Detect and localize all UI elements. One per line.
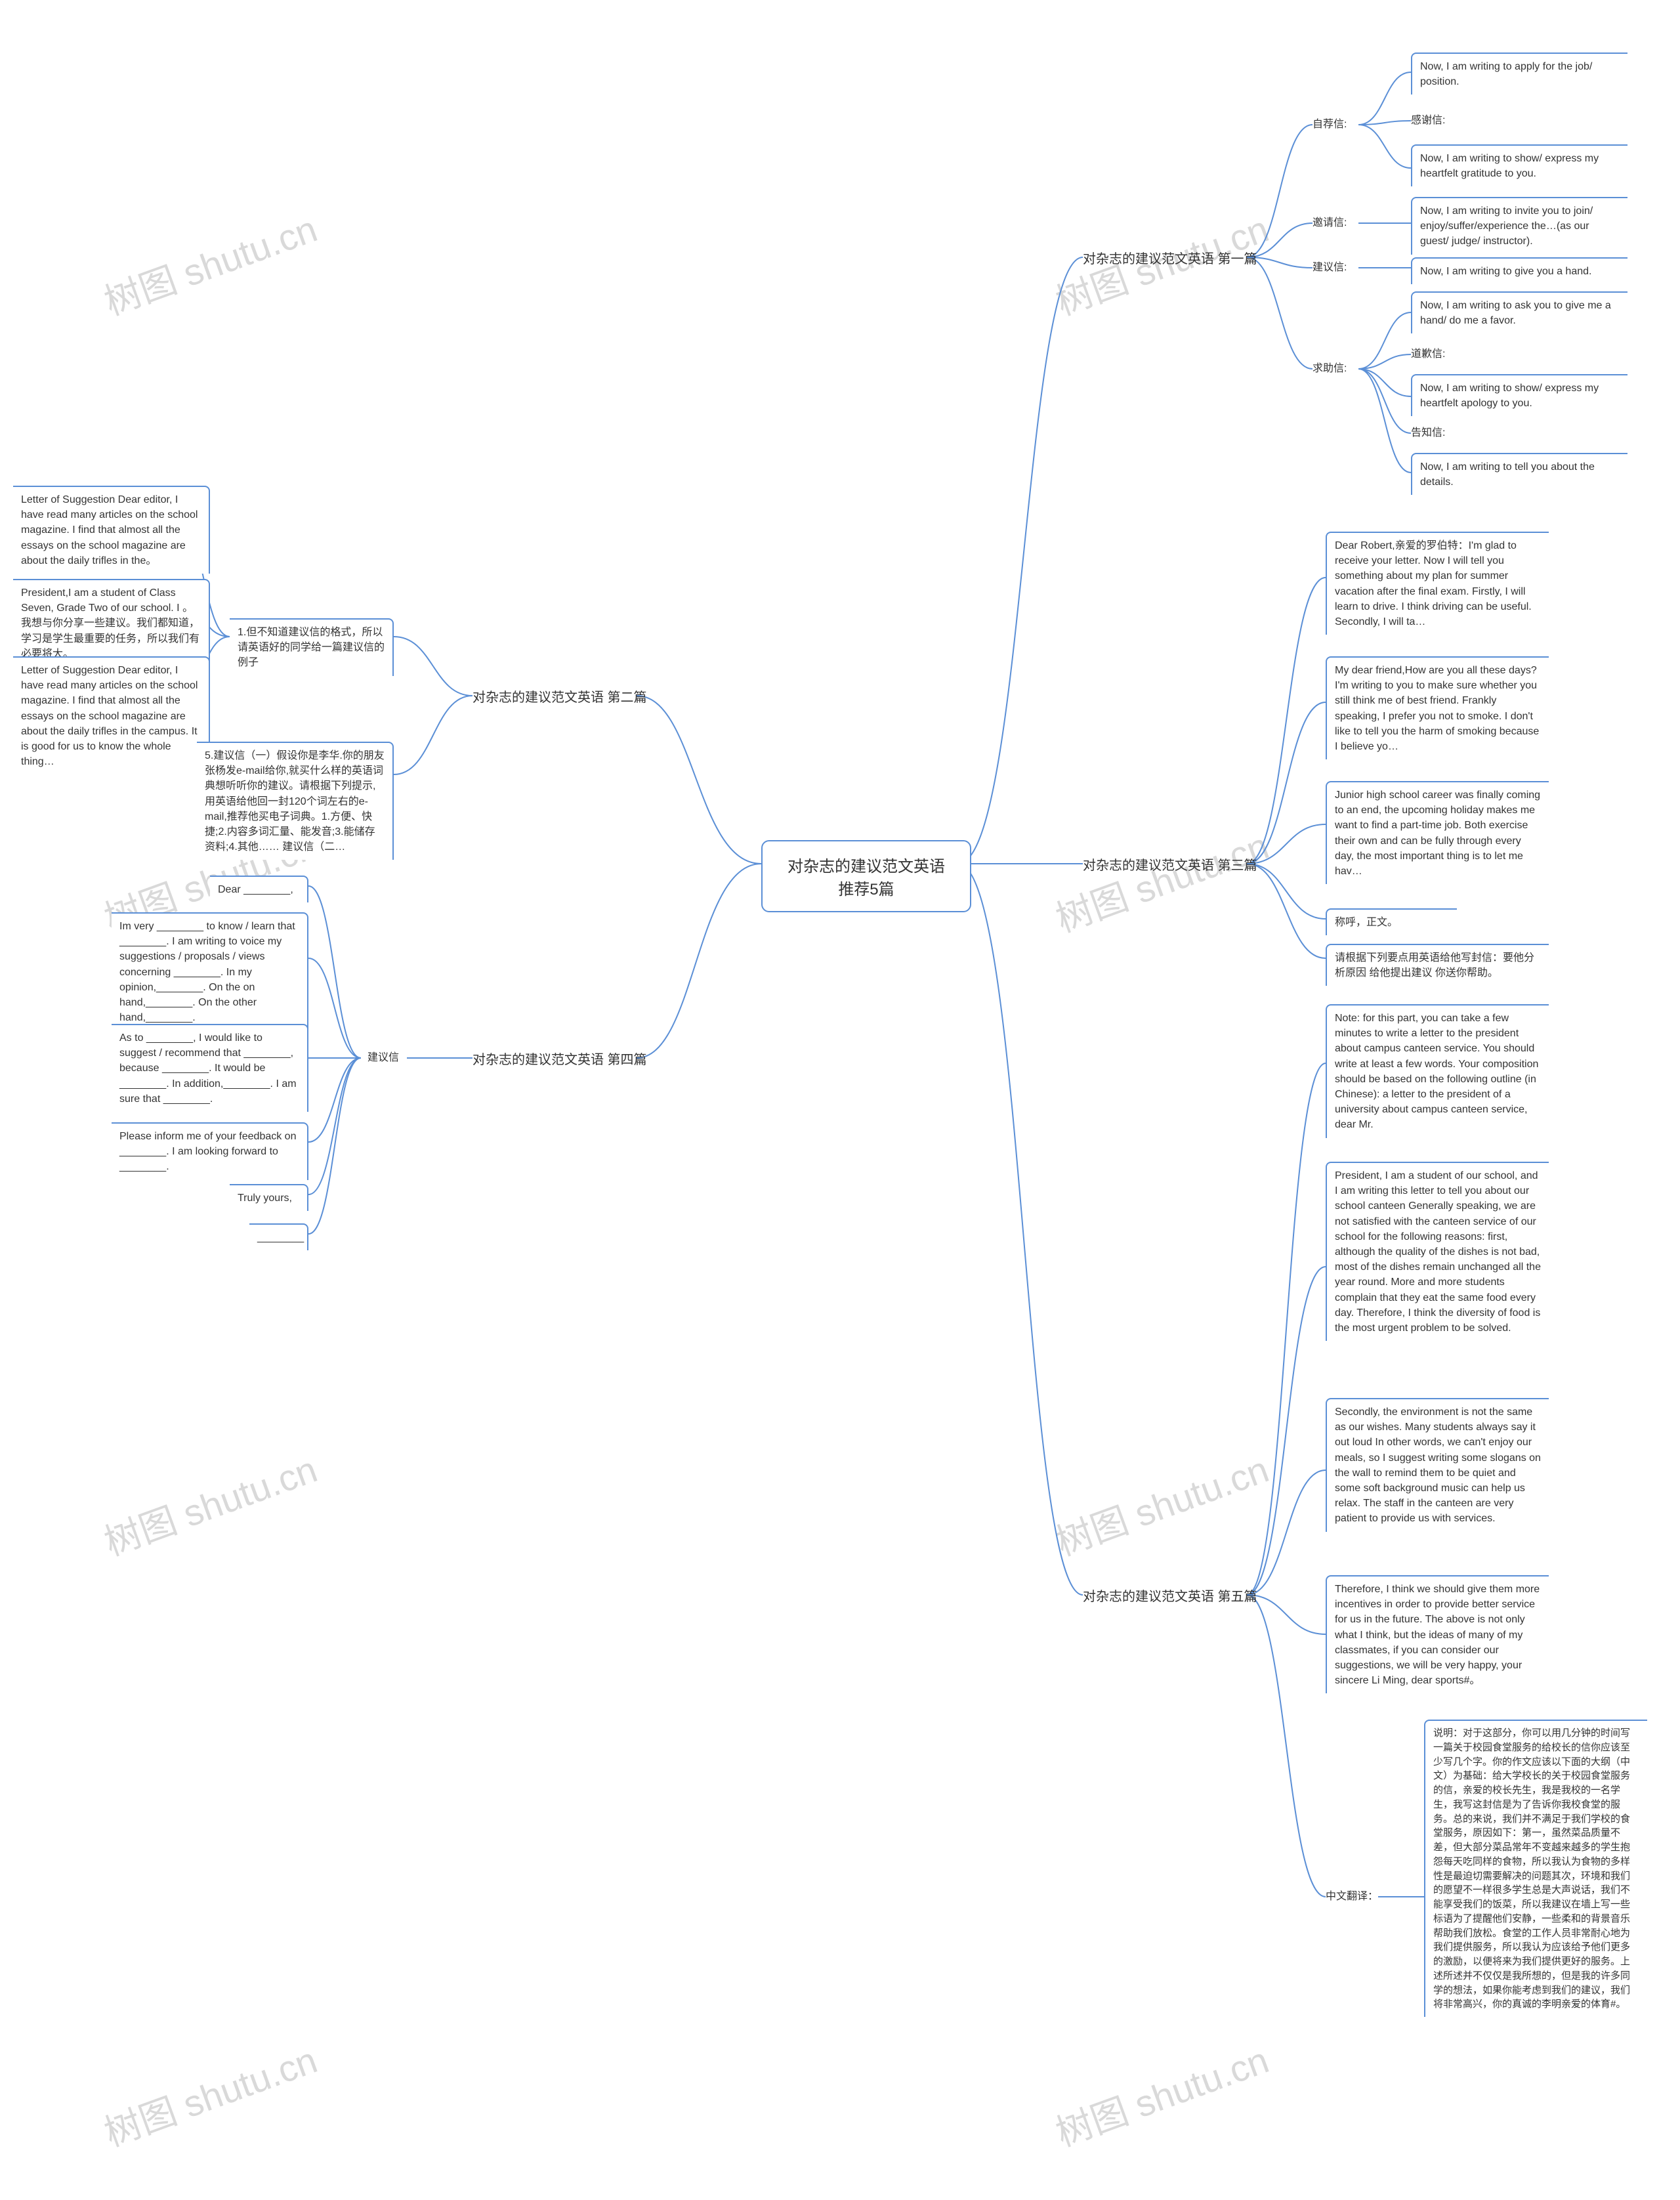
r3-t1: Dear Robert,亲爱的罗伯特：I'm glad to receive y…	[1326, 532, 1549, 635]
l2-c: Letter of Suggestion Dear editor, I have…	[13, 656, 210, 774]
watermark: 树图 shutu.cn	[96, 2031, 324, 2157]
r-part5-label: 对杂志的建议范文英语 第五篇	[1083, 1587, 1257, 1607]
r5-t1: Note: for this part, you can take a few …	[1326, 1004, 1549, 1138]
r1-n4a: Now, I am writing to ask you to give me …	[1411, 291, 1628, 333]
r5-t3: Secondly, the environment is not the sam…	[1326, 1398, 1549, 1532]
r1-n1a: Now, I am writing to apply for the job/ …	[1411, 53, 1628, 95]
r5-t4: Therefore, I think we should give them m…	[1326, 1575, 1549, 1693]
l4-4: Please inform me of your feedback on ___…	[112, 1122, 308, 1180]
r1-n4c: Now, I am writing to tell you about the …	[1411, 453, 1628, 495]
r1-n3-label: 建议信:	[1312, 260, 1347, 275]
l4-2: Im very ________ to know / learn that __…	[112, 912, 308, 1030]
l2-d: 5.建议信（一）假设你是李华.你的朋友张杨发e-mail给你,就买什么样的英语词…	[197, 742, 394, 860]
r1-n4-apol: 道歉信:	[1411, 347, 1445, 362]
l4-sub: 建议信	[368, 1050, 399, 1065]
r5-cn: 说明：对于这部分，你可以用几分钟的时间写一篇关于校园食堂服务的给校长的信你应该至…	[1424, 1720, 1647, 2017]
r1-n1-thanks: 感谢信:	[1411, 113, 1445, 128]
r5-t2: President, I am a student of our school,…	[1326, 1162, 1549, 1341]
watermark: 树图 shutu.cn	[1047, 2031, 1275, 2157]
center-title: 对杂志的建议范文英语推荐5篇	[761, 840, 971, 912]
r1-n4-label: 求助信:	[1312, 361, 1347, 376]
l2-group: 1.但不知道建议信的格式，所以请英语好的同学给一篇建议信的例子	[230, 618, 394, 676]
l2-b: President,I am a student of Class Seven,…	[13, 579, 210, 667]
l4-3: As to ________, I would like to suggest …	[112, 1024, 308, 1112]
r3-t4: 称呼，正文。	[1326, 908, 1457, 935]
watermark: 树图 shutu.cn	[1047, 1440, 1275, 1566]
r1-n2-label: 邀请信:	[1312, 215, 1347, 230]
watermark: 树图 shutu.cn	[96, 1440, 324, 1566]
r1-n3a: Now, I am writing to give you a hand.	[1411, 257, 1628, 284]
l4-6: ________	[249, 1223, 308, 1250]
l4-1: Dear ________,	[210, 876, 308, 902]
r-part1-label: 对杂志的建议范文英语 第一篇	[1083, 249, 1257, 269]
r1-n4b: Now, I am writing to show/ express my he…	[1411, 374, 1628, 416]
r5-cn-label: 中文翻译：	[1326, 1889, 1378, 1904]
r3-t3: Junior high school career was finally co…	[1326, 781, 1549, 884]
watermark: 树图 shutu.cn	[1047, 816, 1275, 942]
r1-n1-label: 自荐信:	[1312, 117, 1347, 132]
l-part4-label: 对杂志的建议范文英语 第四篇	[472, 1050, 647, 1070]
l-part2-label: 对杂志的建议范文英语 第二篇	[472, 688, 647, 708]
watermark: 树图 shutu.cn	[96, 200, 324, 326]
r1-n2a: Now, I am writing to invite you to join/…	[1411, 197, 1628, 255]
l2-a: Letter of Suggestion Dear editor, I have…	[13, 486, 210, 574]
l4-5: Truly yours,	[230, 1184, 308, 1211]
r1-n4-notice: 告知信:	[1411, 425, 1445, 440]
r3-t5: 请根据下列要点用英语给他写封信：要他分析原因 给他提出建议 你送你帮助。	[1326, 944, 1549, 986]
r3-t2: My dear friend,How are you all these day…	[1326, 656, 1549, 759]
r1-n1b: Now, I am writing to show/ express my he…	[1411, 144, 1628, 186]
r-part3-label: 对杂志的建议范文英语 第三篇	[1083, 856, 1257, 876]
